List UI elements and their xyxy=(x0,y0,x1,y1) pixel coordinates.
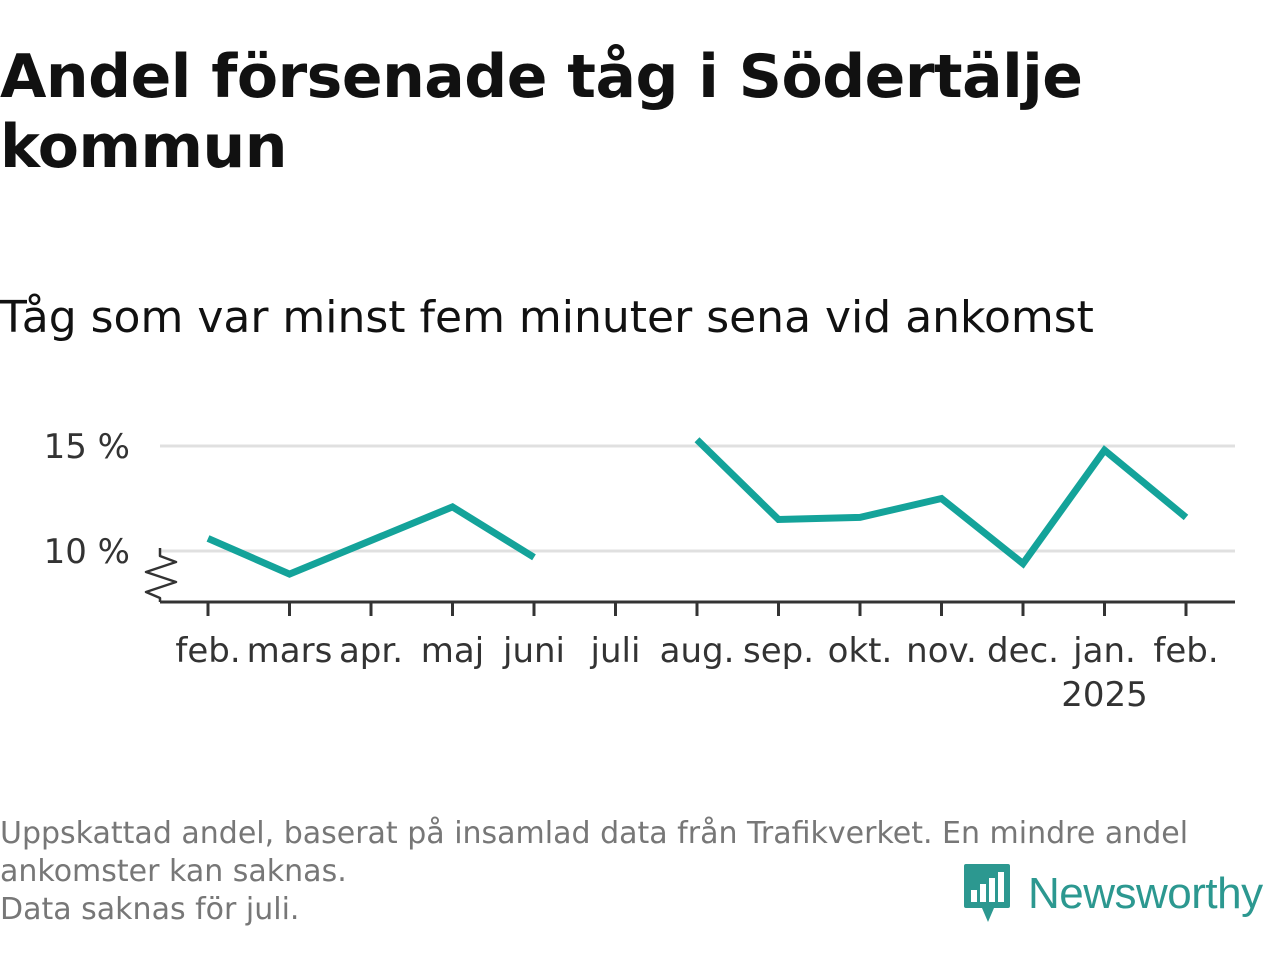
footnote: Uppskattad andel, baserat på insamlad da… xyxy=(0,815,1270,929)
x-tick-label: feb. xyxy=(175,631,240,671)
x-tick-label: dec. xyxy=(987,631,1059,671)
x-tick-label: maj xyxy=(421,631,484,671)
series-line-segment xyxy=(694,437,1189,569)
x-tick-label: feb. xyxy=(1153,631,1218,671)
x-tick-label: sep. xyxy=(743,631,814,671)
axis-break-icon xyxy=(144,548,178,602)
series xyxy=(206,437,1189,578)
x-tick-label: juni xyxy=(502,631,565,671)
y-axis: 10 % 15 % xyxy=(44,427,178,602)
series-line-segment xyxy=(206,502,536,578)
brand-name: Newsworthy xyxy=(1028,869,1263,918)
brand-logo: Newsworthy xyxy=(962,862,1263,926)
y-tick-label: 15 % xyxy=(44,427,130,467)
x-tick-label: juli xyxy=(590,631,641,671)
footnote-source: Uppskattad andel, baserat på insamlad da… xyxy=(0,816,1189,889)
x-tick-label: apr. xyxy=(339,631,403,671)
newsworthy-logo-icon xyxy=(964,864,1010,922)
x-tick-label: mars xyxy=(247,631,333,671)
x-tick-label: okt. xyxy=(828,631,893,671)
x-tick-label: aug. xyxy=(660,631,735,671)
x-axis: feb. mars apr. maj juni juli aug. sep. okt. nov. d… xyxy=(160,600,1235,715)
x-year-label: 2025 xyxy=(1061,675,1148,715)
chart-title: Andel försenade tåg i Södertälje kommun xyxy=(0,42,1083,182)
chart-subtitle: Tåg som var minst fem minuter sena vid a… xyxy=(0,292,1094,343)
footnote-missing-data: Data saknas för juli. xyxy=(0,892,300,927)
x-tick-label: nov. xyxy=(906,631,977,671)
x-tick-label: jan. xyxy=(1072,631,1136,671)
y-tick-label: 10 % xyxy=(44,532,130,572)
